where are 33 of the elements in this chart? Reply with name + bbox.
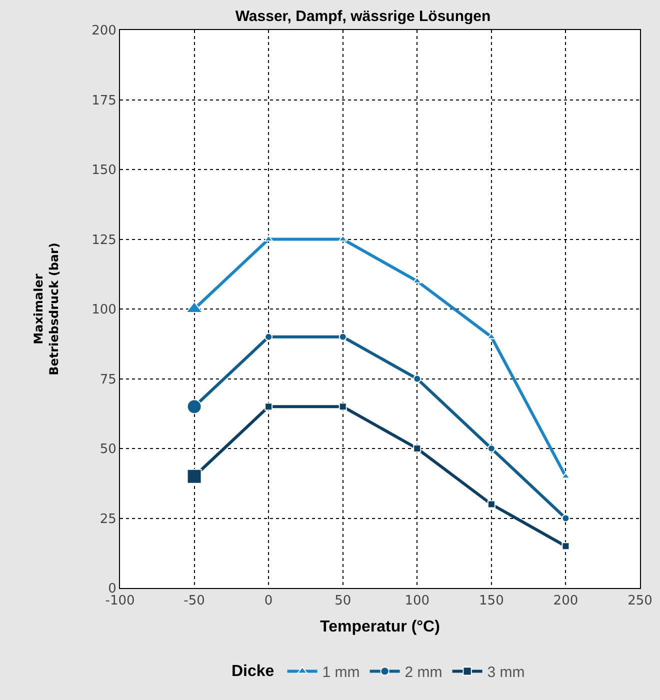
y-tick-label: 175 — [92, 93, 116, 108]
y-tick-label: 200 — [92, 24, 116, 39]
legend-title: Dicke — [232, 662, 274, 680]
chart-title: Wasser, Dampf, wässrige Lösungen — [235, 8, 491, 25]
legend-label: 1 mm — [322, 664, 360, 682]
point — [562, 514, 570, 522]
y-tick-label: 25 — [100, 512, 116, 527]
y-axis-title: Maximaler Betriebsdruck (bar) — [31, 242, 61, 376]
point — [338, 402, 347, 411]
x-tick-label: 50 — [334, 594, 352, 609]
legend-label: 2 mm — [404, 664, 442, 682]
legend-label: 3 mm — [487, 664, 525, 682]
point — [264, 402, 273, 411]
y-tick-label: 100 — [92, 302, 116, 318]
y-tick-label: 150 — [92, 163, 116, 178]
point — [338, 332, 347, 341]
x-tick-label: 200 — [553, 594, 578, 609]
point — [487, 444, 496, 452]
x-tick-label: 0 — [264, 594, 273, 609]
y-tick-label: 75 — [100, 372, 116, 388]
y-tick-label: 125 — [92, 232, 116, 248]
point — [562, 542, 570, 550]
x-tick-label: 100 — [404, 594, 430, 609]
y-tick-label: 50 — [100, 442, 116, 458]
point — [264, 332, 273, 341]
x-axis-title: Temperatur (°C) — [320, 618, 440, 636]
point — [413, 374, 422, 383]
x-tick-label: 250 — [628, 594, 652, 609]
x-tick-label: -50 — [184, 594, 205, 609]
point — [413, 444, 422, 452]
point — [487, 500, 496, 508]
x-tick-label: 150 — [479, 594, 504, 609]
x-tick-label: -100 — [105, 594, 135, 609]
